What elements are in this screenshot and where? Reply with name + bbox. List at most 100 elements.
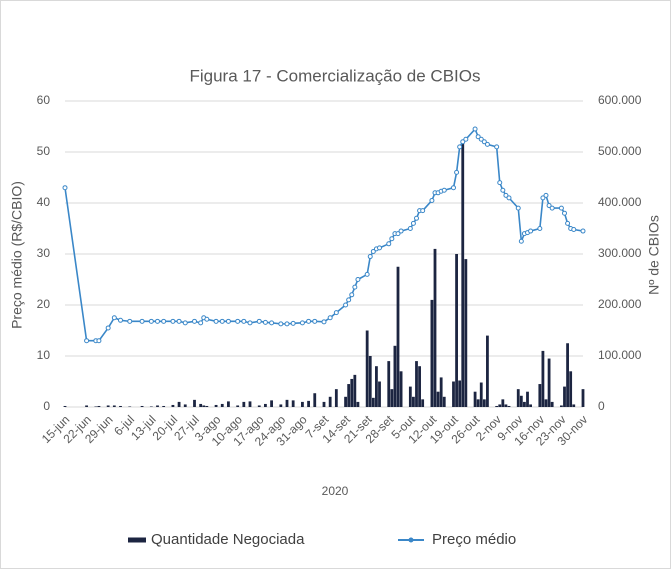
- line-marker: [414, 215, 419, 221]
- line-marker: [540, 195, 546, 201]
- chart-title: Figura 17 - Comercialização de CBIOs: [189, 66, 480, 85]
- bar: [455, 254, 458, 407]
- bar: [162, 405, 166, 407]
- bar: [227, 401, 230, 407]
- bar: [307, 400, 310, 407]
- bar: [399, 371, 403, 407]
- bar: [119, 405, 122, 407]
- line-marker: [484, 141, 490, 147]
- line-marker: [127, 318, 133, 324]
- bar: [408, 386, 412, 407]
- line-marker: [241, 318, 247, 324]
- bar: [415, 361, 418, 407]
- bar: [550, 401, 554, 407]
- line-marker: [352, 284, 358, 290]
- legend-label: Quantidade Negociada: [151, 531, 305, 548]
- y2-tick-label: 300.000: [598, 246, 642, 260]
- y-tick-label: 30: [37, 246, 51, 260]
- bar: [106, 405, 110, 407]
- line-marker: [312, 318, 318, 324]
- bar: [371, 397, 375, 407]
- bar: [504, 404, 508, 407]
- line-marker: [460, 139, 466, 145]
- line-marker: [500, 187, 506, 193]
- bar: [344, 396, 347, 407]
- bar: [461, 141, 465, 408]
- line-marker: [139, 318, 145, 324]
- bar: [439, 377, 443, 407]
- line-marker: [155, 318, 160, 324]
- line-marker: [111, 315, 117, 321]
- bar: [396, 266, 400, 407]
- bar: [569, 371, 573, 407]
- bar: [140, 405, 144, 407]
- bar: [495, 405, 499, 407]
- line-marker: [367, 254, 373, 260]
- bar: [128, 406, 132, 407]
- y-tick-label: 50: [37, 144, 51, 158]
- line-marker: [429, 197, 435, 203]
- bar: [171, 404, 175, 407]
- line-marker: [225, 318, 231, 324]
- bar: [94, 406, 98, 407]
- line-marker: [247, 320, 253, 326]
- line-marker: [451, 185, 456, 191]
- legend-label: Preço médio: [432, 531, 516, 548]
- bar: [436, 391, 440, 407]
- bar: [473, 391, 477, 407]
- bar: [479, 382, 483, 407]
- line-marker: [506, 195, 512, 201]
- y2-tick-label: 100.000: [598, 348, 642, 362]
- y-tick-label: 0: [43, 399, 50, 413]
- bar: [516, 389, 520, 407]
- line-marker: [290, 320, 296, 326]
- line-marker: [580, 228, 586, 234]
- line-marker: [235, 318, 241, 324]
- y2-tick-label: 400.000: [598, 195, 642, 209]
- bar: [264, 403, 267, 407]
- bar: [328, 396, 332, 407]
- bar: [572, 404, 576, 407]
- line-marker: [472, 126, 478, 132]
- line-marker: [537, 226, 543, 231]
- bar: [257, 405, 261, 407]
- bar: [356, 401, 360, 407]
- line-marker: [148, 318, 154, 324]
- y-tick-label: 20: [37, 297, 51, 311]
- line-marker: [549, 205, 555, 211]
- bar: [538, 384, 542, 407]
- bar: [350, 378, 354, 407]
- bar: [563, 386, 566, 407]
- bar: [242, 401, 246, 407]
- line-marker: [565, 220, 571, 226]
- line-marker: [284, 321, 290, 327]
- y-axis-title: Preço médio (R$/CBIO): [9, 181, 25, 329]
- bar: [433, 248, 437, 407]
- bar: [547, 358, 551, 407]
- bar: [523, 401, 526, 407]
- line-marker: [204, 316, 210, 322]
- bar: [442, 396, 446, 407]
- y-tick-label: 60: [37, 93, 51, 107]
- line-marker: [562, 210, 567, 216]
- line-marker: [355, 277, 361, 282]
- bar: [322, 401, 326, 407]
- bar: [202, 405, 206, 407]
- line-marker: [198, 320, 204, 326]
- line-marker: [386, 241, 392, 247]
- bar: [507, 405, 511, 407]
- bar: [378, 381, 381, 407]
- bar: [220, 403, 224, 407]
- line-marker: [105, 325, 111, 331]
- bar: [482, 399, 486, 407]
- bar: [387, 361, 391, 407]
- bar: [193, 399, 196, 407]
- bar: [236, 405, 240, 407]
- x-axis-title: 2020: [322, 484, 349, 498]
- line-marker: [558, 205, 564, 211]
- bar: [85, 405, 88, 407]
- line-marker: [96, 338, 102, 344]
- line-marker: [170, 318, 176, 324]
- line-marker: [420, 208, 426, 214]
